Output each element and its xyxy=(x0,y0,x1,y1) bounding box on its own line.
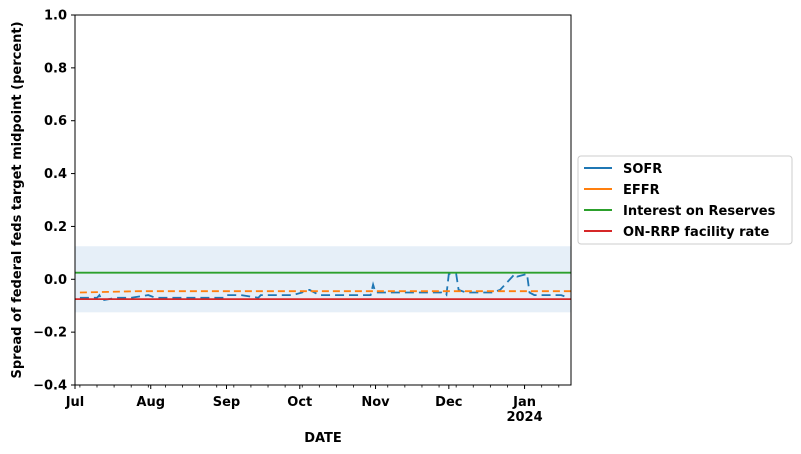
legend-frame xyxy=(577,155,793,245)
y-tick-label: −0.4 xyxy=(33,379,67,394)
x-tick-label: Nov xyxy=(361,395,390,410)
x-axis-title: DATE xyxy=(304,431,342,446)
x-tick-label: Aug xyxy=(136,395,165,410)
plot-frame xyxy=(74,14,572,386)
y-tick-label: 0.4 xyxy=(44,167,67,182)
series-lines xyxy=(75,271,571,302)
x-tick-year-label: 2024 xyxy=(506,410,542,425)
y-tick-label: 1.0 xyxy=(44,9,67,24)
y-tick-label: −0.2 xyxy=(33,326,67,341)
y-tick-label: 0.2 xyxy=(44,220,67,235)
x-tick-label: Jul xyxy=(65,395,85,410)
legend-label: Interest on Reserves xyxy=(623,204,776,219)
target-range-band xyxy=(75,246,571,313)
x-tick-label: Dec xyxy=(435,395,462,410)
y-tick-label: 0.6 xyxy=(44,114,67,129)
target-range-band-rect xyxy=(75,246,571,313)
legend: SOFR EFFR Interest on Reserves ON-RRP facil… xyxy=(577,155,793,245)
x-tick-label: Sep xyxy=(213,395,241,410)
y-axis-title: Spread of federal feds target midpoint (… xyxy=(10,21,25,378)
x-tick-label: Oct xyxy=(287,395,312,410)
y-tick-label: 0.0 xyxy=(44,273,67,288)
legend-label: ON-RRP facility rate xyxy=(623,225,770,240)
y-axis: −0.4 −0.2 0.0 0.2 0.4 0.6 0.8 1.0 xyxy=(33,9,75,394)
x-tick-label: Jan xyxy=(512,395,536,410)
series-line-sofr xyxy=(79,272,569,302)
series-line-effr xyxy=(79,290,571,294)
legend-label: SOFR xyxy=(623,162,662,177)
legend-label: EFFR xyxy=(623,183,660,198)
y-tick-label: 0.8 xyxy=(44,61,67,76)
